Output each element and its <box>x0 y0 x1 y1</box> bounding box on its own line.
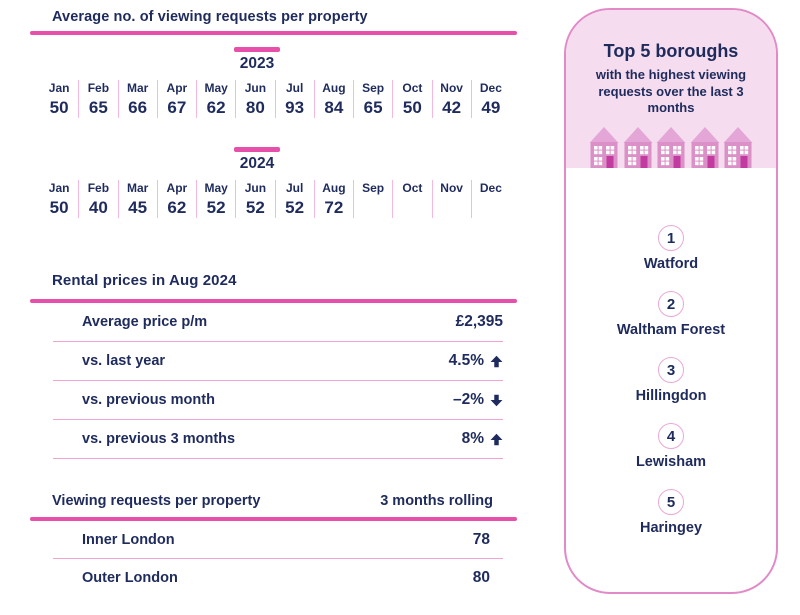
rental-value: –2% <box>453 391 503 409</box>
rank-badge: 1 <box>657 225 684 251</box>
per-property-table: Inner London 78 Outer London 80 <box>53 521 503 597</box>
month-cell: Nov 42 <box>433 80 472 118</box>
month-cell: Mar 45 <box>119 180 158 218</box>
year-block-2024: 2024 <box>207 147 307 173</box>
rank-badge: 5 <box>658 489 684 515</box>
borough-name: Waltham Forest <box>616 322 726 338</box>
list-item: 4 Lewisham <box>636 423 706 470</box>
houses-row <box>589 126 753 168</box>
table-row: Inner London 78 <box>53 521 503 559</box>
rental-rule <box>30 299 517 303</box>
month-cell: Nov <box>433 180 472 218</box>
list-item: 5 Haringey <box>640 489 702 536</box>
per-property-column-header: 3 months rolling <box>380 493 493 509</box>
rental-prices-title: Rental prices in Aug 2024 <box>52 272 237 289</box>
month-cell: Dec <box>479 181 502 195</box>
house-icon <box>589 127 619 168</box>
trend-up-icon <box>490 355 503 367</box>
month-cell: Jan 50 <box>40 180 80 218</box>
viewing-requests-title: Average no. of viewing requests per prop… <box>52 9 368 25</box>
trend-up-icon <box>490 433 503 445</box>
month-cell: Dec 49 <box>479 81 502 117</box>
year-accent-bar <box>234 47 280 52</box>
month-cell: Aug 84 <box>315 80 354 118</box>
year-label-2024: 2024 <box>239 154 275 172</box>
borough-rank-list: 1 Watford 2 Waltham Forest 3 Hillingdon … <box>566 225 776 555</box>
month-cell: Apr 67 <box>158 80 197 118</box>
house-icon <box>690 127 719 168</box>
borough-name: Lewisham <box>635 454 707 470</box>
months-table-2024: Jan 50 Feb 40 Mar 45 Apr 62 May 52 Jun 52 Jul 5… <box>40 180 510 218</box>
per-property-header: Viewing requests per property 3 months r… <box>52 493 493 509</box>
month-cell: Feb 40 <box>79 180 119 218</box>
title-rule <box>30 31 517 35</box>
list-item: 3 Hillingdon <box>635 357 707 404</box>
table-row: vs. previous 3 months 8% <box>53 420 503 459</box>
list-item: 1 Watford <box>644 225 698 272</box>
month-cell: Jun 52 <box>236 180 276 218</box>
borough-name: Hillingdon <box>635 388 707 404</box>
trend-down-icon <box>490 394 503 406</box>
month-cell: Aug 72 <box>315 180 354 218</box>
rank-badge: 2 <box>657 291 684 317</box>
table-row: vs. previous month –2% <box>53 381 503 420</box>
month-cell: Oct 50 <box>393 80 433 118</box>
month-cell: Jul 52 <box>276 180 315 218</box>
rank-badge: 4 <box>657 423 684 449</box>
borough-name: Watford <box>643 256 699 272</box>
rental-value: £2,395 <box>455 313 503 330</box>
month-cell: Mar 66 <box>119 80 158 118</box>
per-property-title: Viewing requests per property <box>52 493 261 509</box>
top-boroughs-subtitle: with the highest viewing requests over t… <box>595 67 747 115</box>
month-cell: May 62 <box>197 80 237 118</box>
month-cell: Sep <box>354 180 394 218</box>
rental-table: Average price p/m £2,395 vs. last year 4… <box>53 303 503 459</box>
table-row: vs. last year 4.5% <box>53 342 503 381</box>
house-icon <box>623 127 652 168</box>
top-boroughs-header: Top 5 boroughs with the highest viewing … <box>566 10 776 168</box>
month-cell: Oct <box>393 180 433 218</box>
year-block-2023: 2023 <box>207 47 307 73</box>
rental-value: 8% <box>462 430 503 448</box>
year-accent-bar <box>234 147 280 152</box>
year-label-2023: 2023 <box>239 54 275 72</box>
rank-badge: 3 <box>658 357 684 383</box>
house-icon <box>723 127 753 168</box>
month-cell: Jul 93 <box>276 80 315 118</box>
month-cell: Jan 50 <box>40 80 80 118</box>
rental-value: 4.5% <box>449 352 503 370</box>
per-property-rule <box>30 517 517 521</box>
month-cell: May 52 <box>197 180 237 218</box>
month-cell: Sep 65 <box>354 80 394 118</box>
top-boroughs-card: Top 5 boroughs with the highest viewing … <box>564 8 778 594</box>
month-cell: Jun 80 <box>236 80 276 118</box>
list-item: 2 Waltham Forest <box>617 291 725 338</box>
month-cell: Feb 65 <box>79 80 119 118</box>
borough-name: Haringey <box>639 520 703 536</box>
months-table-2023: Jan 50 Feb 65 Mar 66 Apr 67 May 62 Jun 80 Jul 9… <box>40 80 510 118</box>
table-row: Average price p/m £2,395 <box>53 303 503 342</box>
house-icon <box>656 127 686 168</box>
month-cell: Apr 62 <box>158 180 197 218</box>
table-row: Outer London 80 <box>82 569 490 586</box>
top-boroughs-title: Top 5 boroughs <box>603 41 739 61</box>
